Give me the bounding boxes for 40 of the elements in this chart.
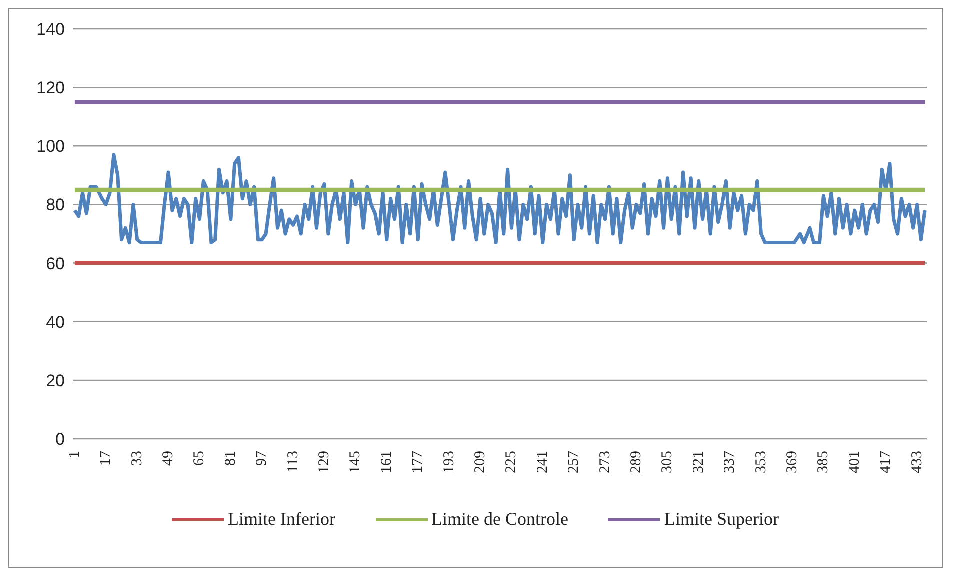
x-tick-label: 97 [254, 450, 270, 466]
legend-label: Limite Superior [664, 509, 779, 530]
x-tick-label: 17 [98, 450, 114, 466]
y-tick-label: 140 [36, 20, 65, 40]
y-tick-label: 120 [36, 78, 65, 98]
x-tick-label: 337 [722, 450, 738, 474]
x-tick-label: 433 [909, 451, 926, 474]
x-tick-label: 113 [285, 451, 302, 473]
x-tick-label: 161 [378, 451, 395, 474]
x-tick-label: 289 [628, 451, 644, 474]
x-tick-label: 273 [597, 451, 614, 474]
x-tick-label: 353 [753, 451, 770, 474]
x-tick-label: 145 [348, 451, 364, 474]
y-tick-label: 60 [46, 254, 65, 274]
y-tick-label: 20 [46, 371, 65, 390]
x-tick-label: 65 [192, 451, 208, 466]
line-series [73, 153, 927, 245]
x-tick-label: 129 [316, 451, 333, 474]
legend-label: Limite Inferior [228, 509, 336, 530]
x-tick-label: 401 [846, 451, 863, 474]
x-tick-label: 1 [66, 451, 83, 458]
y-tick-label: 100 [36, 137, 65, 156]
x-tick-label: 177 [410, 450, 426, 474]
x-tick-label: 225 [504, 451, 520, 474]
x-tick-label: 81 [222, 451, 239, 466]
y-tick-label: 80 [46, 196, 65, 215]
x-tick-label: 33 [129, 451, 146, 466]
x-tick-label: 385 [816, 451, 832, 474]
x-tick-label: 305 [660, 451, 676, 474]
x-tick-label: 193 [441, 451, 458, 474]
x-tick-label: 369 [784, 451, 800, 474]
x-tick-label: 257 [566, 450, 582, 474]
x-tick-label: 209 [472, 451, 488, 474]
legend-label: Limite de Controle [432, 509, 568, 530]
x-tick-label: 321 [690, 451, 707, 474]
y-tick-label: 0 [56, 430, 65, 450]
y-tick-label: 40 [46, 312, 65, 332]
x-tick-label: 49 [160, 451, 177, 466]
x-tick-label: 241 [534, 451, 551, 474]
x-tick-label: 417 [878, 450, 894, 474]
